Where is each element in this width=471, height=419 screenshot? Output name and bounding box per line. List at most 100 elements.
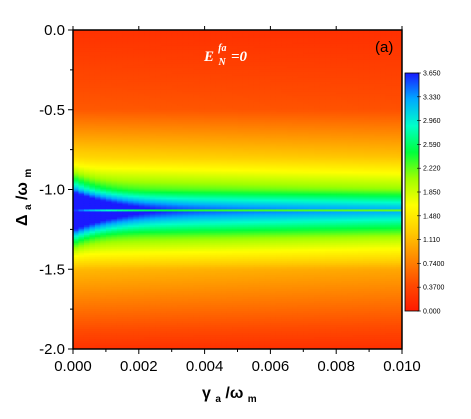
heatmap-cell <box>319 173 326 177</box>
heatmap-cell <box>292 79 299 83</box>
heatmap-cell <box>264 137 271 141</box>
heatmap-cell <box>264 191 271 195</box>
heatmap-cell <box>182 117 189 121</box>
heatmap-cell <box>100 175 107 179</box>
heatmap-cell <box>160 181 167 185</box>
heatmap-cell <box>166 30 173 33</box>
heatmap-cell <box>369 87 376 91</box>
heatmap-cell <box>149 169 156 173</box>
heatmap-cell <box>391 151 398 155</box>
heatmap-cell <box>105 37 112 41</box>
heatmap-cell <box>374 155 381 159</box>
heatmap-cell <box>210 69 217 73</box>
heatmap-cell <box>292 183 299 187</box>
heatmap-cell <box>286 87 293 91</box>
heatmap-cell <box>188 67 195 71</box>
heatmap-cell <box>127 81 134 85</box>
heatmap-cell <box>253 151 261 155</box>
heatmap-cell <box>127 39 134 43</box>
heatmap-cell <box>308 193 315 197</box>
heatmap-cell <box>160 151 167 155</box>
heatmap-cell <box>385 177 392 181</box>
heatmap-cell <box>248 59 255 63</box>
heatmap-cell <box>221 149 228 153</box>
heatmap-cell <box>89 155 96 159</box>
heatmap-cell <box>188 185 195 189</box>
heatmap-cell <box>325 171 332 175</box>
heatmap-cell <box>155 109 162 113</box>
heatmap-cell <box>133 137 140 141</box>
heatmap-cell <box>73 97 80 101</box>
heatmap-cell <box>149 175 156 179</box>
heatmap-cell <box>363 173 370 177</box>
heatmap-cell <box>133 119 140 123</box>
heatmap-cell <box>232 185 239 189</box>
heatmap-cell <box>363 129 370 133</box>
heatmap-cell <box>314 145 321 149</box>
heatmap-cell <box>385 141 392 145</box>
heatmap-cell <box>105 173 112 177</box>
heatmap-cell <box>242 55 250 59</box>
heatmap-cell <box>358 65 365 69</box>
heatmap-cell <box>330 137 337 141</box>
heatmap-cell <box>292 61 299 65</box>
heatmap-cell <box>341 159 348 163</box>
heatmap-cell <box>303 77 310 81</box>
heatmap-cell <box>204 157 211 161</box>
heatmap-cell <box>199 79 206 83</box>
heatmap-cell <box>204 65 211 69</box>
heatmap-cell <box>248 187 255 191</box>
heatmap-cell <box>204 71 211 75</box>
heatmap-cell <box>193 131 200 135</box>
heatmap-cell <box>325 165 332 169</box>
heatmap-cell <box>314 97 321 101</box>
heatmap-cell <box>325 147 332 151</box>
heatmap-cell <box>396 77 402 81</box>
heatmap-cell <box>275 139 282 143</box>
heatmap-cell <box>319 37 326 41</box>
heatmap-cell <box>193 89 200 93</box>
heatmap-cell <box>264 43 271 47</box>
heatmap-cell <box>232 91 239 95</box>
heatmap-cell <box>363 63 370 67</box>
heatmap-cell <box>325 93 332 97</box>
heatmap-cell <box>226 97 233 101</box>
heatmap-cell <box>182 79 189 83</box>
heatmap-cell <box>374 85 381 89</box>
heatmap-cell <box>248 45 255 49</box>
heatmap-cell <box>105 63 112 67</box>
heatmap-cell <box>286 77 293 81</box>
heatmap-cell <box>385 97 392 101</box>
heatmap-cell <box>155 123 162 127</box>
heatmap-cell <box>199 189 206 193</box>
heatmap-cell <box>204 85 211 89</box>
heatmap-cell <box>319 141 326 145</box>
heatmap-cell <box>308 30 315 33</box>
heatmap-cell <box>138 141 145 145</box>
heatmap-cell <box>242 125 250 129</box>
heatmap-cell <box>264 177 271 181</box>
heatmap-cell <box>111 181 118 185</box>
heatmap-cell <box>127 171 134 175</box>
heatmap-cell <box>73 107 80 111</box>
heatmap-cell <box>204 123 211 127</box>
heatmap-cell <box>259 163 266 167</box>
heatmap-cell <box>221 177 228 181</box>
heatmap-cell <box>374 103 381 107</box>
heatmap-cell <box>232 41 239 45</box>
heatmap-cell <box>204 117 211 121</box>
heatmap-cell <box>116 147 123 151</box>
heatmap-cell <box>215 189 222 193</box>
heatmap-cell <box>73 125 80 129</box>
heatmap-cell <box>308 125 315 129</box>
heatmap-cell <box>204 187 211 191</box>
heatmap-cell <box>138 61 145 65</box>
heatmap-cell <box>78 151 85 155</box>
heatmap-cell <box>286 63 293 67</box>
heatmap-cell <box>116 139 123 143</box>
heatmap-cell <box>94 59 102 63</box>
heatmap-cell <box>380 179 387 183</box>
heatmap-cell <box>358 163 365 167</box>
heatmap-cell <box>160 105 167 109</box>
heatmap-cell <box>149 149 156 153</box>
